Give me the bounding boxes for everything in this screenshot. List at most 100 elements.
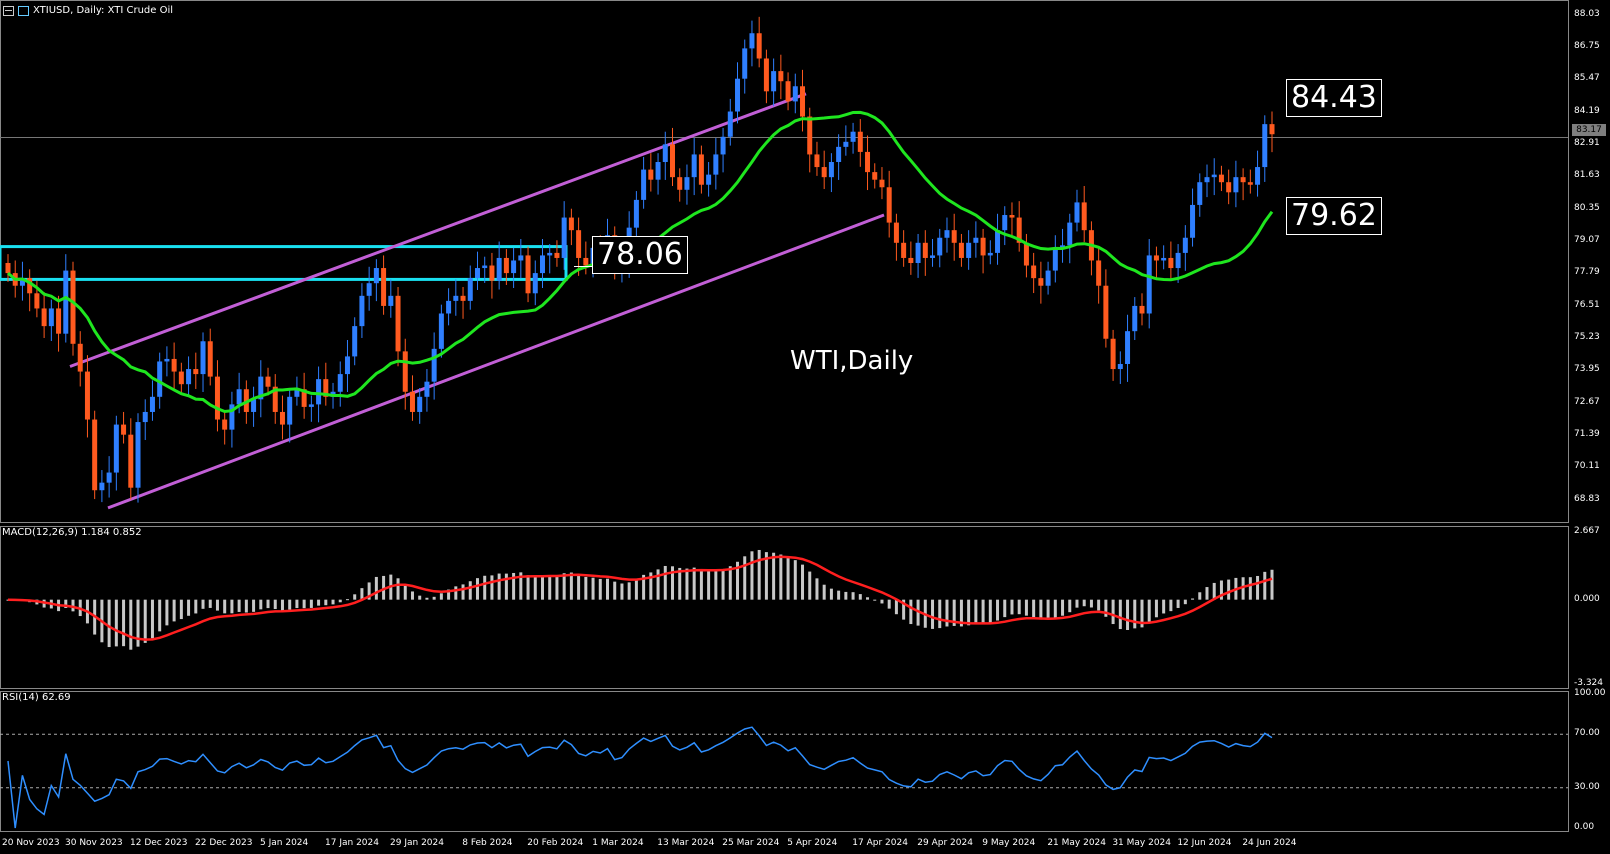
macd-histogram-bar	[642, 574, 646, 600]
price-tick-label: 72.67	[1574, 396, 1600, 407]
candle-body	[698, 154, 704, 185]
macd-histogram-bar	[1039, 599, 1043, 620]
rsi-line	[7, 726, 1273, 829]
menu-icon[interactable]	[3, 5, 14, 16]
macd-histogram-bar	[540, 575, 544, 600]
candle-body	[258, 376, 264, 400]
candle-body	[1153, 255, 1159, 261]
macd-histogram-bar	[533, 576, 537, 600]
candle-body	[56, 308, 62, 334]
candle-body	[135, 422, 141, 488]
macd-histogram-bar	[302, 599, 306, 609]
macd-histogram-bar	[353, 594, 357, 600]
candle-body	[222, 419, 228, 430]
macd-histogram-bar	[1032, 599, 1036, 618]
date-tick-label: 5 Apr 2024	[787, 838, 838, 848]
candle-body	[1052, 247, 1058, 271]
channel-upper-line	[69, 92, 807, 368]
candle-body	[973, 237, 979, 243]
date-tick-label: 12 Dec 2023	[130, 838, 188, 848]
macd-histogram-bar	[475, 578, 479, 600]
macd-histogram-bar	[1270, 569, 1274, 600]
candle-body	[691, 154, 697, 178]
price-tick-label: 71.39	[1574, 428, 1600, 439]
candle-body	[496, 257, 502, 281]
price-tick-label: 77.79	[1574, 267, 1600, 278]
macd-histogram-bar	[938, 599, 942, 629]
date-tick-label: 8 Feb 2024	[462, 838, 513, 848]
macd-histogram-bar	[1205, 587, 1209, 600]
macd-histogram-bar	[656, 569, 660, 600]
macd-histogram-bar	[259, 599, 263, 610]
macd-histogram-bar	[1010, 599, 1014, 615]
candle-body	[633, 199, 639, 228]
macd-histogram-bar	[179, 599, 183, 620]
price-tick-label: 73.95	[1574, 364, 1600, 375]
candle-body	[1045, 270, 1051, 286]
candle-body	[344, 356, 350, 375]
candle-body	[5, 263, 11, 274]
candle-body	[388, 295, 394, 306]
candle-body	[200, 341, 206, 375]
macd-histogram-bar	[967, 599, 971, 626]
macd-histogram-bar	[1162, 599, 1166, 614]
macd-histogram-bar	[627, 582, 631, 600]
candle-body	[417, 396, 423, 412]
date-tick-label: 21 May 2024	[1047, 838, 1106, 848]
macd-histogram-bar	[432, 596, 436, 600]
macd-histogram-bar	[187, 599, 191, 616]
date-tick-label: 29 Apr 2024	[917, 838, 973, 848]
macd-histogram-bar	[1003, 599, 1007, 618]
candle-body	[84, 371, 90, 420]
macd-histogram-bar	[1140, 599, 1144, 628]
macd-histogram-bar	[1053, 599, 1057, 618]
macd-histogram-bar	[1133, 599, 1137, 629]
candle-body	[316, 379, 322, 405]
current-price-tag: 83.17	[1572, 124, 1606, 136]
macd-histogram-bar	[519, 572, 523, 600]
candle-body	[251, 399, 257, 412]
price-tick-label: 88.03	[1574, 8, 1600, 19]
candle-body	[987, 252, 993, 256]
macd-histogram-bar	[1075, 599, 1079, 608]
candle-body	[186, 369, 192, 385]
candle-body	[763, 58, 769, 92]
macd-histogram-bar	[208, 599, 212, 608]
candle-body	[930, 255, 936, 258]
macd-histogram-bar	[1263, 571, 1267, 600]
candle-body	[995, 230, 1001, 253]
candle-body	[265, 376, 271, 387]
candle-body	[980, 237, 986, 256]
candle-body	[662, 144, 668, 163]
macd-histogram-bar	[562, 573, 566, 600]
candle-body	[113, 424, 119, 473]
macd-histogram-bar	[295, 599, 299, 609]
candle-body	[460, 295, 466, 301]
candle-body	[294, 389, 300, 397]
candle-body	[366, 283, 372, 296]
chart-type-icon[interactable]	[18, 5, 29, 16]
macd-histogram-bar	[634, 579, 638, 600]
rsi-label: RSI(14) 62.69	[2, 692, 71, 703]
candle-body	[966, 242, 972, 258]
date-tick-label: 12 Jun 2024	[1177, 838, 1232, 848]
candle-body	[872, 172, 878, 180]
candle-body	[1255, 167, 1261, 185]
price-tick-label: 68.83	[1574, 493, 1600, 504]
candle-body	[554, 252, 560, 258]
candle-body	[756, 33, 762, 59]
candle-body	[901, 242, 907, 258]
macd-histogram-bar	[512, 572, 516, 600]
candle-body	[670, 144, 676, 178]
date-tick-label: 1 Mar 2024	[592, 838, 644, 848]
macd-tick-label: 0.000	[1574, 593, 1600, 604]
macd-histogram-bar	[1104, 599, 1108, 617]
candle-body	[1060, 245, 1066, 248]
candle-body	[677, 177, 683, 190]
price-tick-label: 75.23	[1574, 331, 1600, 342]
macd-histogram-bar	[215, 599, 219, 611]
candle-body	[287, 396, 293, 425]
candle-body	[511, 260, 517, 274]
price-annotation-ma: 79.62	[1286, 197, 1382, 235]
